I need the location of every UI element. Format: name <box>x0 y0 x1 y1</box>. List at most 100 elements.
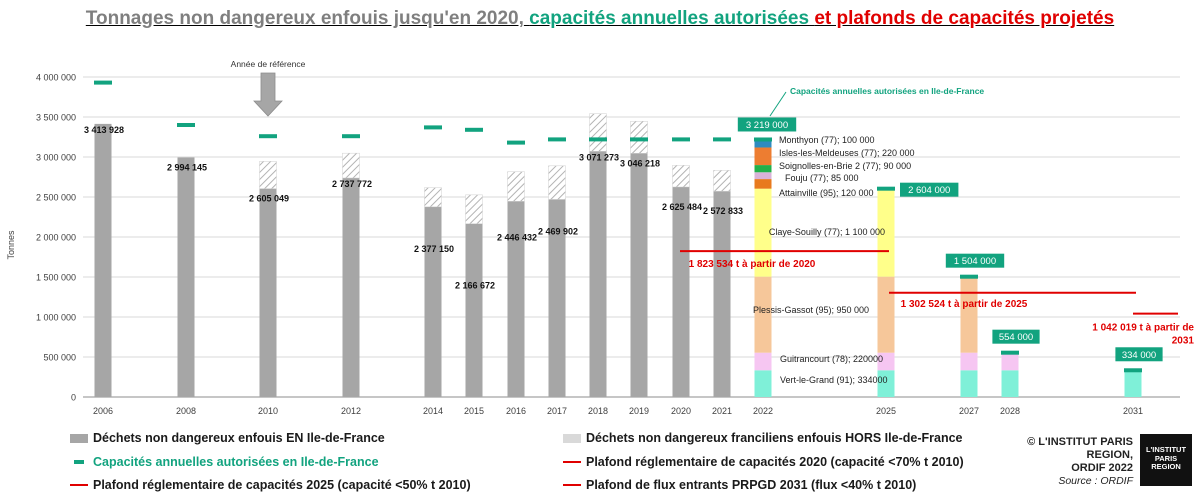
capacity-dash-2016 <box>507 140 525 145</box>
bar-en-idf-2017 <box>548 199 566 397</box>
credit-ordif: ORDIF 2022 <box>1071 462 1133 474</box>
x-tick-label: 2010 <box>258 406 278 416</box>
capacity-dash-2008 <box>177 123 195 127</box>
x-tick-label: 2028 <box>1000 406 1020 416</box>
capacity-dash-2022 <box>754 137 772 142</box>
site-label-fouju: Fouju (77); 85 000 <box>785 173 859 183</box>
logo-line-3: REGION <box>1151 462 1181 471</box>
total-box-2022 <box>737 117 797 132</box>
site-label-isles_les_meldeuses: Isles-les-Meldeuses (77); 220 000 <box>779 148 915 158</box>
bar-en-idf-2021 <box>713 191 731 397</box>
segment-attainville-2022 <box>754 179 772 189</box>
value-label-2008: 2 994 145 <box>167 162 207 172</box>
segment-monthyon-2022 <box>754 139 772 148</box>
y-tick-label: 1 500 000 <box>36 273 76 283</box>
segment-isles_les_meldeuses-2022 <box>754 147 772 166</box>
capacity-dash-2012 <box>342 134 360 139</box>
total-label-2025: 2 604 000 <box>908 185 950 196</box>
x-tick-label: 2027 <box>959 406 979 416</box>
y-tick-label: 3 000 000 <box>36 153 76 163</box>
segment-vert_le_grand-2022 <box>754 370 772 397</box>
title-part-plafonds: et plafonds de capacités projetés <box>814 8 1115 29</box>
value-label-2020: 2 625 484 <box>662 202 702 212</box>
x-tick-label: 2031 <box>1123 406 1143 416</box>
plafond-label-2031-line2: 2031 <box>1172 336 1195 347</box>
bar-hors-idf-2012 <box>342 152 360 179</box>
capacity-dash-2027 <box>960 274 978 279</box>
segment-guitrancourt-2027 <box>960 352 978 371</box>
segment-plessis_gassot-2025 <box>877 276 895 353</box>
credits: © L'INSTITUT PARIS REGION, ORDIF 2022 So… <box>1003 436 1133 488</box>
credit-source: Source : ORDIF <box>1058 475 1133 487</box>
segment-guitrancourt-2022 <box>754 352 772 371</box>
segment-guitrancourt-2028 <box>1001 352 1019 371</box>
bar-en-idf-2019 <box>630 153 648 397</box>
total-box-2025 <box>900 182 959 197</box>
bar-en-idf-2020 <box>672 186 690 397</box>
bar-en-idf-2010 <box>259 188 277 397</box>
capacity-dash-2018 <box>589 137 607 142</box>
bar-en-idf-2014 <box>424 206 442 397</box>
title-part-capacites: capacités annuelles autorisées <box>529 8 810 29</box>
total-label-2031: 334 000 <box>1122 350 1156 361</box>
bar-en-idf-2018 <box>589 151 607 397</box>
total-label-2028: 554 000 <box>999 332 1033 343</box>
segment-vert_le_grand-2025 <box>877 370 895 397</box>
segment-vert_le_grand-2027 <box>960 370 978 397</box>
site-label-soignolles: Soignolles-en-Brie 2 (77); 90 000 <box>779 161 911 171</box>
total-box-2028 <box>992 329 1040 344</box>
bar-hors-idf-2014 <box>424 187 442 208</box>
x-tick-label: 2012 <box>341 406 361 416</box>
segment-vert_le_grand-2028 <box>1001 370 1019 397</box>
capacity-dash-2015 <box>465 127 483 132</box>
total-box-2027 <box>945 253 1005 268</box>
x-tick-label: 2008 <box>176 406 196 416</box>
site-label-attainville: Attainville (95); 120 000 <box>779 188 874 198</box>
bar-hors-idf-2017 <box>548 165 566 200</box>
y-tick-label: 4 000 000 <box>36 73 76 83</box>
callout-leader-line <box>769 91 787 117</box>
bar-hors-idf-2021 <box>713 170 731 192</box>
y-tick-label: 1 000 000 <box>36 313 76 323</box>
x-tick-label: 2025 <box>876 406 896 416</box>
x-tick-label: 2014 <box>423 406 443 416</box>
segment-vert_le_grand-2031 <box>1124 370 1142 397</box>
annotation-capacity-callout: Capacités annuelles autorisées en Ile-de… <box>790 86 984 96</box>
y-tick-label: 2 500 000 <box>36 193 76 203</box>
x-tick-label: 2016 <box>506 406 526 416</box>
capacity-dash-2017 <box>548 137 566 142</box>
bar-en-idf-2012 <box>342 177 360 397</box>
value-label-2021: 2 572 833 <box>703 206 743 216</box>
capacity-dash-2019 <box>630 137 648 142</box>
segment-claye_souilly-2022 <box>754 188 772 277</box>
segment-soignolles-2022 <box>754 165 772 173</box>
value-label-2017: 2 469 902 <box>538 226 578 236</box>
bar-hors-idf-2016 <box>507 171 525 202</box>
bar-en-idf-2008 <box>177 157 195 397</box>
site-label-monthyon: Monthyon (77); 100 000 <box>779 135 875 145</box>
value-label-2012: 2 737 772 <box>332 179 372 189</box>
capacity-dash-2025 <box>877 186 895 191</box>
total-box-2031 <box>1115 347 1163 362</box>
y-tick-label: 500 000 <box>43 353 76 363</box>
bar-hors-idf-2015 <box>465 194 483 224</box>
x-tick-label: 2022 <box>753 406 773 416</box>
capacity-dash-2020 <box>672 137 690 142</box>
plafond-label-2025: 1 302 524 t à partir de 2025 <box>901 299 1028 310</box>
plafond-label-2031-line1: 1 042 019 t à partir de <box>1092 323 1194 334</box>
value-label-2018: 3 071 273 <box>579 152 619 162</box>
y-tick-label: 0 <box>71 393 76 403</box>
segment-plessis_gassot-2022 <box>754 276 772 353</box>
x-tick-label: 2017 <box>547 406 567 416</box>
total-label-2022: 3 219 000 <box>746 120 788 131</box>
capacity-dash-2014 <box>424 125 442 130</box>
plafond-label-2020: 1 823 534 t à partir de 2020 <box>689 259 816 270</box>
x-tick-label: 2019 <box>629 406 649 416</box>
segment-fouju-2022 <box>754 172 772 180</box>
bar-hors-idf-2018 <box>589 113 607 152</box>
total-label-2027: 1 504 000 <box>954 256 996 267</box>
site-label-plessis_gassot: Plessis-Gassot (95); 950 000 <box>753 305 869 315</box>
reference-arrow-icon <box>253 72 283 117</box>
site-label-vert_le_grand: Vert-le-Grand (91); 334000 <box>780 375 888 385</box>
value-label-2015: 2 166 672 <box>455 281 495 291</box>
